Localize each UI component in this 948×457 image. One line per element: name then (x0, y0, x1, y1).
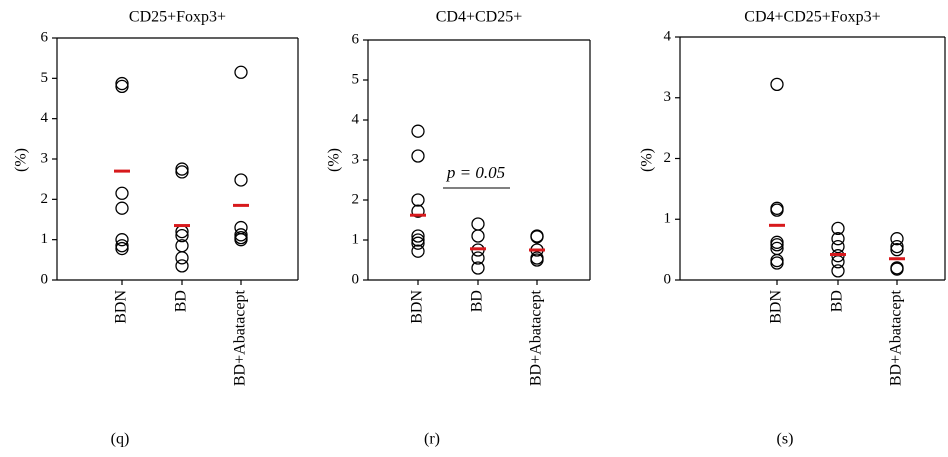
data-point (831, 239, 845, 254)
y-tick-label: 0 (352, 271, 360, 287)
data-point (770, 203, 784, 217)
data-point (831, 232, 845, 246)
panel-caption: (r) (424, 431, 440, 448)
y-tick-label: 2 (664, 150, 672, 166)
y-tick-label: 2 (41, 191, 49, 207)
x-tick-label: BD (829, 290, 846, 312)
data-point (770, 238, 784, 252)
data-point (770, 256, 784, 270)
significance-label: p = 0.05 (446, 163, 505, 182)
data-point (411, 204, 425, 218)
x-tick-label: BD (469, 290, 486, 312)
data-point (115, 186, 129, 200)
y-tick-label: 5 (352, 71, 360, 87)
data-point (471, 261, 485, 275)
data-point (411, 193, 425, 207)
data-point (115, 201, 129, 215)
y-tick-label: 3 (41, 150, 49, 166)
y-tick-label: 4 (352, 111, 360, 127)
data-point (411, 149, 425, 163)
data-point (411, 124, 425, 138)
data-point (890, 232, 904, 246)
data-point (115, 79, 129, 94)
y-tick-label: 4 (41, 110, 49, 126)
data-point (411, 229, 425, 243)
data-point (115, 233, 129, 247)
x-tick-label: BD+Abatacept (232, 289, 249, 386)
data-point (234, 233, 248, 247)
data-point (175, 162, 189, 176)
panel-caption: (q) (111, 431, 130, 448)
data-point (411, 236, 425, 250)
data-point (530, 253, 544, 267)
y-axis-label: (%) (326, 148, 343, 172)
y-tick-label: 6 (41, 29, 49, 45)
y-tick-label: 1 (352, 231, 360, 247)
y-tick-label: 2 (352, 191, 360, 207)
data-point (175, 259, 189, 273)
data-point (770, 77, 784, 92)
data-point (831, 264, 845, 278)
y-tick-label: 0 (664, 271, 672, 287)
data-point (234, 65, 248, 79)
data-point (175, 251, 189, 265)
data-point (115, 241, 129, 256)
y-tick-label: 3 (352, 151, 360, 167)
y-axis-label: (%) (13, 148, 30, 172)
data-point (530, 230, 544, 244)
x-tick-label: BDN (768, 290, 785, 324)
data-point (234, 173, 248, 187)
data-point (411, 244, 425, 258)
panel-caption: (s) (777, 431, 794, 448)
data-point (831, 221, 845, 236)
data-point (175, 165, 189, 179)
chart-title: CD4+CD25+ (436, 9, 523, 26)
y-tick-label: 5 (41, 70, 49, 86)
y-tick-label: 3 (664, 89, 672, 105)
x-tick-label: BDN (409, 290, 426, 324)
data-point (471, 251, 485, 265)
data-point (890, 239, 904, 254)
y-axis-label: (%) (639, 148, 656, 172)
data-point (471, 229, 485, 243)
x-tick-label: BDN (113, 290, 130, 324)
y-tick-label: 4 (664, 28, 672, 44)
y-tick-label: 1 (41, 231, 49, 247)
data-point (890, 262, 904, 276)
y-tick-label: 6 (352, 31, 360, 47)
x-tick-label: BD+Abatacept (888, 289, 905, 386)
data-point (175, 228, 189, 243)
data-point (890, 242, 904, 257)
data-point (411, 233, 425, 247)
x-tick-label: BD (173, 290, 190, 312)
x-tick-label: BD+Abatacept (528, 289, 545, 386)
y-tick-label: 0 (41, 271, 49, 287)
chart-title: CD4+CD25+Foxp3+ (744, 9, 880, 26)
chart-title: CD25+Foxp3+ (129, 9, 226, 26)
data-point (115, 76, 129, 91)
y-tick-label: 1 (664, 211, 672, 227)
data-point (471, 217, 485, 231)
